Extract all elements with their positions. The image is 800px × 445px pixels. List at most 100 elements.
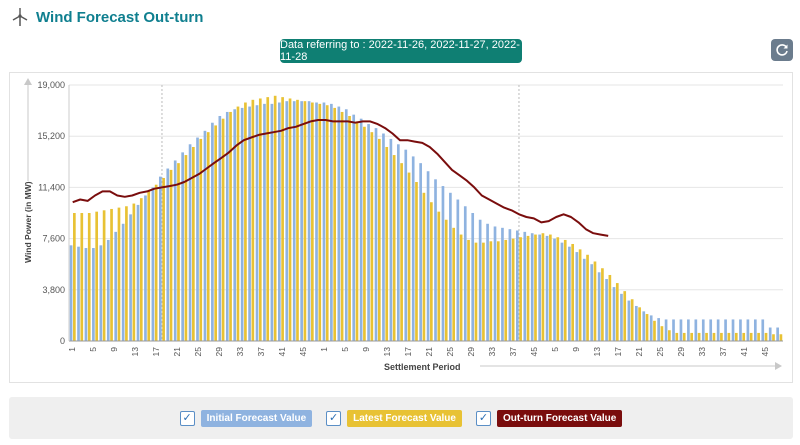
x-tick-label: 37 xyxy=(508,347,518,357)
bar-latest xyxy=(496,241,500,341)
bar-initial xyxy=(761,319,765,341)
bar-initial xyxy=(129,214,132,341)
bar-initial xyxy=(441,186,445,341)
x-tick-label: 5 xyxy=(340,347,350,352)
bar-initial xyxy=(776,327,779,341)
bar-latest xyxy=(221,118,225,342)
bar-latest xyxy=(139,198,143,341)
bar-latest xyxy=(340,111,344,341)
bar-latest xyxy=(117,207,121,341)
bar-latest xyxy=(192,146,195,341)
bar-latest xyxy=(415,182,418,341)
bar-latest xyxy=(258,98,262,341)
legend-label-latest: Latest Forecast Value xyxy=(347,409,462,427)
bar-initial xyxy=(501,227,504,341)
y-tick-label: 11,400 xyxy=(38,182,65,192)
bar-initial xyxy=(456,199,460,341)
bar-latest xyxy=(623,291,627,341)
bar-latest xyxy=(214,125,218,341)
bar-initial xyxy=(649,315,653,341)
wind-forecast-chart: 0 3,800 7,600 11,400 15,200 19,000 1 5 9 13 17 21 25… xyxy=(23,78,783,372)
bar-initial xyxy=(739,319,742,341)
bar-latest xyxy=(236,106,240,341)
x-tick-label: 29 xyxy=(466,347,476,357)
bar-initial xyxy=(568,246,571,341)
bar-latest xyxy=(482,242,485,341)
bar-latest xyxy=(110,208,113,341)
bar-latest xyxy=(325,105,329,341)
bar-initial xyxy=(493,226,497,341)
bar-initial xyxy=(300,101,303,341)
bar-initial xyxy=(560,242,564,341)
bar-latest xyxy=(229,111,232,341)
x-tick-label: 25 xyxy=(655,347,665,357)
x-tick-label: 25 xyxy=(193,347,203,357)
bar-initial xyxy=(382,133,385,341)
x-tick-label: 1 xyxy=(319,347,329,352)
bar-initial xyxy=(240,107,244,341)
bar-latest xyxy=(251,99,255,342)
page-title: Wind Forecast Out-turn xyxy=(36,8,204,26)
bar-initial xyxy=(657,318,660,341)
bar-initial xyxy=(173,160,177,341)
x-tick-label: 13 xyxy=(592,347,602,357)
refresh-button[interactable] xyxy=(771,39,793,61)
x-tick-label: 5 xyxy=(550,347,560,352)
y-axis-arrowhead xyxy=(24,78,32,85)
bar-initial xyxy=(121,223,125,341)
bar-initial xyxy=(270,103,274,341)
refresh-icon xyxy=(776,44,788,56)
x-tick-label: 37 xyxy=(718,347,728,357)
bar-initial xyxy=(144,195,147,341)
date-range-badge: Data referring to : 2022-11-26, 2022-11-… xyxy=(280,39,522,63)
x-tick-label: 45 xyxy=(298,347,308,357)
checkbox-outturn[interactable]: ✓ xyxy=(475,410,491,426)
checkbox-initial[interactable]: ✓ xyxy=(179,410,195,426)
bar-initial xyxy=(634,305,638,341)
legend-item-outturn[interactable]: ✓ Out-turn Forecast Value xyxy=(475,409,623,427)
bar-latest xyxy=(281,97,284,341)
bar-latest xyxy=(534,234,537,341)
header: Wind Forecast Out-turn xyxy=(10,6,203,28)
bar-initial xyxy=(411,156,415,341)
bar-initial xyxy=(731,319,735,341)
bar-latest xyxy=(601,268,604,341)
checkbox-latest[interactable]: ✓ xyxy=(326,410,342,426)
bar-latest xyxy=(273,95,277,341)
legend-item-initial[interactable]: ✓ Initial Forecast Value xyxy=(179,409,313,427)
bar-initial xyxy=(233,109,237,342)
x-tick-label: 21 xyxy=(424,347,434,357)
bar-initial xyxy=(352,114,356,341)
bar-latest xyxy=(154,184,158,341)
bar-initial xyxy=(344,109,348,342)
bar-latest xyxy=(318,103,322,341)
bar-initial xyxy=(724,319,727,341)
bar-initial xyxy=(389,138,393,341)
bar-latest xyxy=(586,254,589,341)
bar-initial xyxy=(434,179,437,341)
bar-initial xyxy=(627,300,631,341)
bar-initial xyxy=(211,122,214,341)
bar-latest xyxy=(363,126,366,341)
bar-latest xyxy=(541,233,545,341)
y-tick-label: 15,200 xyxy=(37,131,65,141)
bar-initial xyxy=(508,229,512,341)
bar-initial xyxy=(99,245,103,341)
x-tick-label: 29 xyxy=(676,347,686,357)
bar-initial xyxy=(642,311,646,341)
bar-initial xyxy=(359,118,363,342)
bar-initial xyxy=(263,103,266,341)
bar-initial xyxy=(315,102,318,341)
legend-item-latest[interactable]: ✓ Latest Forecast Value xyxy=(326,409,462,427)
legend-label-outturn: Out-turn Forecast Value xyxy=(496,409,623,427)
bar-latest xyxy=(727,332,731,341)
bar-latest xyxy=(608,274,612,341)
bar-latest xyxy=(489,241,493,341)
bar-latest xyxy=(444,219,448,341)
bar-latest xyxy=(392,155,396,341)
bar-latest xyxy=(682,332,686,341)
bar-latest xyxy=(184,155,188,341)
bar-latest xyxy=(311,102,314,341)
x-tick-label: 9 xyxy=(571,347,581,352)
bar-initial xyxy=(188,144,192,341)
